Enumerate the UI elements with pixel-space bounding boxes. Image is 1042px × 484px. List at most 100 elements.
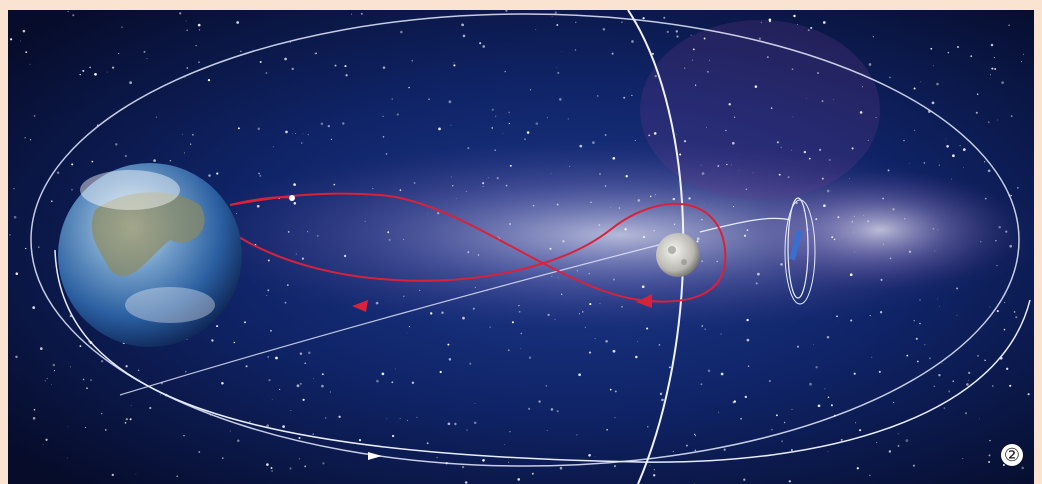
star: [39, 347, 43, 350]
star: [718, 411, 720, 413]
star: [919, 322, 921, 325]
star: [33, 409, 36, 411]
star: [467, 147, 470, 150]
waypoint: [289, 195, 295, 201]
star: [897, 444, 900, 447]
star: [1004, 301, 1006, 303]
star: [452, 185, 454, 187]
star: [90, 379, 92, 381]
star: [908, 250, 912, 253]
star: [776, 141, 779, 144]
star: [426, 442, 429, 445]
star: [887, 169, 890, 172]
star: [934, 250, 936, 252]
star: [923, 162, 926, 164]
star: [956, 287, 959, 290]
star: [211, 339, 214, 342]
star: [285, 130, 288, 134]
star: [609, 207, 611, 209]
star: [325, 417, 327, 419]
star: [106, 71, 108, 73]
star: [861, 86, 864, 88]
star: [851, 147, 854, 150]
star: [604, 134, 607, 136]
star: [192, 133, 194, 136]
star: [679, 153, 682, 156]
star: [29, 139, 32, 141]
star: [676, 35, 679, 38]
star: [683, 140, 687, 143]
star: [744, 395, 747, 399]
star: [869, 474, 871, 476]
star: [817, 72, 819, 74]
star: [747, 365, 750, 367]
star: [382, 136, 385, 138]
star: [770, 107, 773, 109]
star: [588, 454, 591, 457]
return-path: [119, 239, 679, 396]
transfer-orbit: [54, 249, 1031, 463]
star: [299, 352, 303, 355]
star: [803, 150, 807, 154]
star: [312, 433, 315, 435]
star: [221, 382, 224, 385]
star: [304, 362, 306, 365]
star: [696, 240, 699, 243]
star: [778, 173, 781, 176]
star: [588, 272, 591, 275]
star: [979, 418, 981, 420]
star: [817, 404, 821, 408]
star: [504, 443, 505, 445]
star: [882, 243, 885, 246]
star: [980, 241, 982, 243]
star: [82, 69, 85, 72]
star: [381, 372, 385, 376]
star: [685, 444, 688, 447]
star: [505, 184, 508, 187]
star: [692, 48, 695, 51]
star: [307, 134, 309, 136]
star: [51, 200, 53, 202]
star: [740, 417, 742, 420]
star: [308, 351, 311, 355]
star: [827, 451, 829, 453]
star: [556, 203, 559, 206]
star: [252, 49, 254, 51]
star: [771, 428, 773, 431]
star: [810, 26, 813, 29]
star: [731, 164, 733, 166]
star: [532, 204, 535, 207]
nebula: [640, 20, 880, 200]
star: [270, 467, 273, 469]
star: [859, 111, 863, 114]
scene: [8, 10, 1034, 484]
star: [728, 103, 731, 106]
star: [298, 458, 301, 460]
star: [996, 310, 999, 313]
star: [959, 144, 961, 147]
star: [888, 76, 891, 79]
star: [836, 315, 838, 318]
star: [889, 257, 892, 260]
star: [1010, 194, 1013, 197]
star: [557, 277, 559, 279]
star: [903, 139, 905, 142]
star: [913, 87, 916, 90]
star: [726, 163, 728, 166]
star: [589, 303, 592, 306]
star: [528, 407, 531, 410]
star: [391, 434, 395, 438]
star: [115, 143, 118, 146]
star: [788, 480, 791, 483]
star: [259, 174, 262, 177]
star: [945, 138, 947, 140]
trajectory-start: [229, 196, 293, 206]
star: [647, 426, 649, 428]
star: [129, 418, 132, 421]
star: [668, 366, 671, 369]
star: [946, 145, 949, 148]
star: [496, 176, 499, 180]
star: [137, 369, 140, 371]
star: [933, 385, 936, 388]
star: [604, 185, 607, 187]
